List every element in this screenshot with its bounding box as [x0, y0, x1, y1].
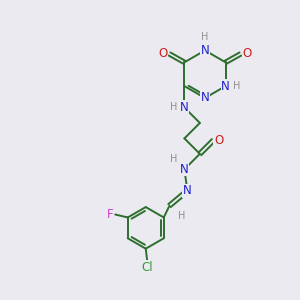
Text: N: N	[183, 184, 192, 197]
Text: F: F	[106, 208, 113, 221]
Text: H: H	[178, 211, 186, 221]
Text: O: O	[242, 47, 252, 61]
Text: O: O	[158, 47, 168, 61]
Text: N: N	[180, 163, 189, 176]
Text: O: O	[214, 134, 223, 147]
Text: N: N	[180, 101, 189, 114]
Text: H: H	[201, 32, 209, 42]
Text: N: N	[201, 44, 209, 57]
Text: H: H	[233, 81, 241, 91]
Text: Cl: Cl	[141, 261, 153, 274]
Text: N: N	[201, 92, 209, 104]
Text: H: H	[170, 154, 178, 164]
Text: H: H	[170, 103, 178, 112]
Text: N: N	[221, 80, 230, 93]
